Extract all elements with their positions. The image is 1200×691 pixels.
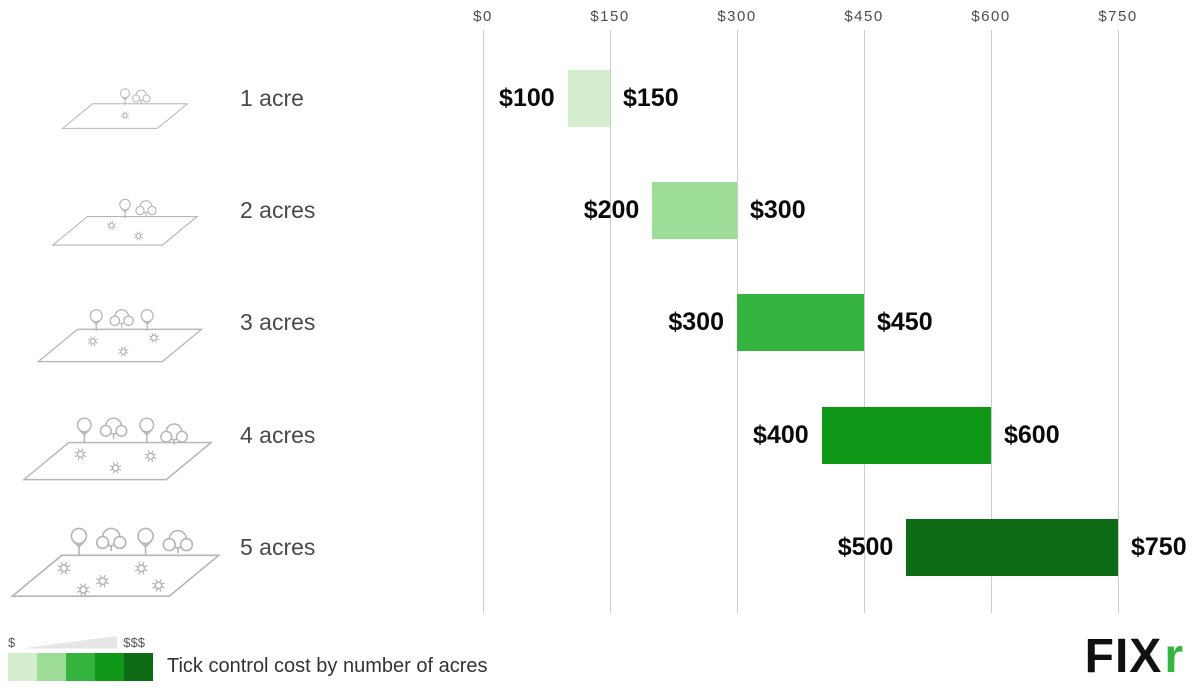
acre-plot-illustration bbox=[20, 386, 215, 484]
legend-swatch bbox=[66, 653, 95, 681]
logo-r-text: r bbox=[1164, 630, 1184, 683]
gridline bbox=[864, 30, 865, 613]
acre-plot-illustration bbox=[50, 173, 200, 248]
range-bar bbox=[906, 518, 1118, 576]
category-label: 5 acres bbox=[240, 534, 316, 560]
bar-min-label: $400 bbox=[753, 421, 809, 449]
logo-fix-text: FIX bbox=[1084, 630, 1163, 683]
bar-max-label: $450 bbox=[877, 308, 933, 336]
category-label: 3 acres bbox=[240, 309, 316, 335]
legend-high-label: $$$ bbox=[123, 635, 145, 650]
category-label: 2 acres bbox=[240, 197, 316, 223]
legend-swatch bbox=[37, 653, 66, 681]
bar-max-label: $600 bbox=[1004, 421, 1060, 449]
legend-swatches bbox=[8, 653, 153, 681]
x-tick-label: $450 bbox=[844, 8, 884, 25]
acre-plot-illustration bbox=[60, 66, 190, 131]
bar-min-label: $500 bbox=[837, 533, 894, 561]
legend-low-label: $ bbox=[8, 635, 16, 650]
acre-plot-illustration bbox=[8, 493, 223, 601]
category-label: 1 acre bbox=[240, 85, 304, 111]
x-tick-label: $300 bbox=[717, 8, 757, 25]
bar-max-label: $300 bbox=[750, 196, 806, 224]
x-tick-label: $150 bbox=[590, 8, 630, 25]
cost-wedge-icon bbox=[21, 636, 118, 649]
bar-max-label: $750 bbox=[1131, 533, 1187, 561]
range-bar bbox=[567, 69, 610, 127]
gridline bbox=[991, 30, 992, 613]
gridline bbox=[1118, 30, 1119, 613]
chart-caption: Tick control cost by number of acres bbox=[167, 655, 488, 677]
category-label: 4 acres bbox=[240, 422, 316, 448]
range-bar bbox=[652, 181, 737, 239]
bar-max-label: $150 bbox=[623, 84, 679, 112]
bar-min-label: $200 bbox=[583, 196, 640, 224]
chart-legend: $ $$$ Tick control cost by number of acr… bbox=[8, 633, 488, 681]
fixr-logo: FIXr bbox=[1084, 630, 1184, 683]
legend-swatch bbox=[124, 653, 153, 681]
bar-min-label: $300 bbox=[668, 308, 724, 336]
range-bar bbox=[821, 406, 991, 464]
acre-plot-illustration bbox=[35, 280, 205, 365]
gridline bbox=[610, 30, 611, 613]
bar-min-label: $100 bbox=[499, 84, 555, 112]
x-tick-label: $750 bbox=[1098, 8, 1138, 25]
legend-swatch bbox=[8, 653, 37, 681]
x-tick-label: $0 bbox=[473, 8, 493, 25]
range-bar bbox=[737, 293, 864, 351]
cost-scale-indicator: $ $$$ bbox=[8, 633, 488, 650]
legend-swatch bbox=[95, 653, 124, 681]
x-tick-label: $600 bbox=[971, 8, 1011, 25]
gridline bbox=[483, 30, 484, 613]
